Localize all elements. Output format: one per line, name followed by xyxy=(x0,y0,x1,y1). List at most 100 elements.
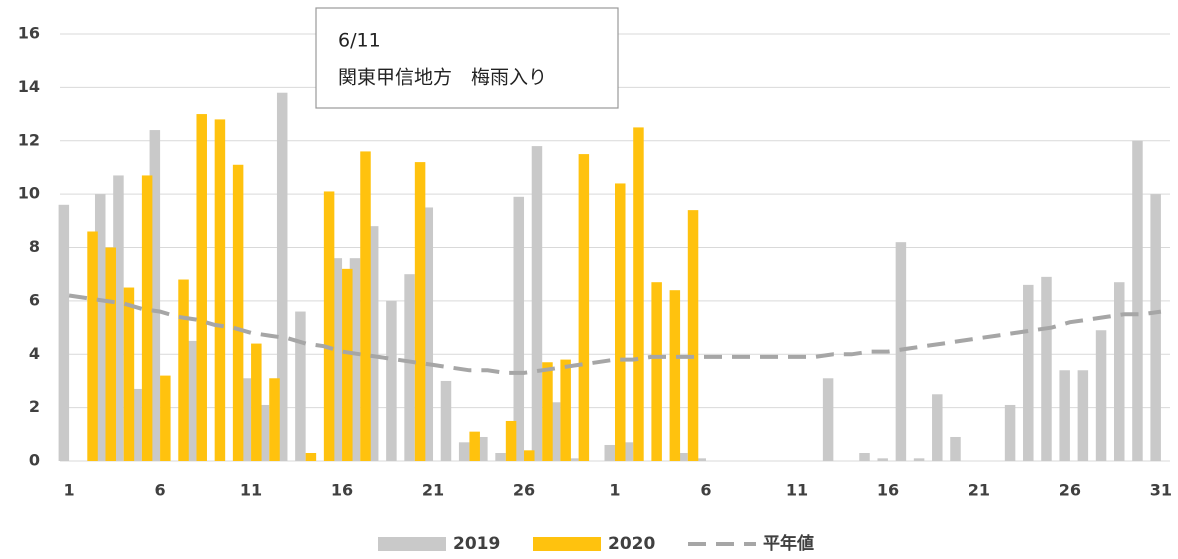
y-tick-label: 10 xyxy=(18,184,40,203)
bar xyxy=(342,268,353,461)
x-tick-label: 21 xyxy=(968,481,990,500)
bar xyxy=(113,175,124,461)
bar xyxy=(323,191,335,462)
annotation-box xyxy=(315,7,619,109)
y-tick-label: 2 xyxy=(29,397,40,416)
bar xyxy=(669,290,681,461)
bar xyxy=(367,226,379,461)
bar xyxy=(950,436,961,461)
bar xyxy=(349,258,361,461)
bar xyxy=(1077,370,1089,461)
bar xyxy=(1023,284,1034,461)
bar xyxy=(677,452,688,461)
x-tick-label: 31 xyxy=(1150,481,1172,500)
bar xyxy=(185,340,197,461)
bar xyxy=(305,452,317,461)
bar xyxy=(495,452,506,461)
bar xyxy=(240,378,252,461)
y-tick-label: 12 xyxy=(18,130,40,149)
bar xyxy=(568,458,579,461)
legend-label: 2020 xyxy=(608,534,655,554)
x-tick-label: 26 xyxy=(513,481,535,500)
bar xyxy=(276,92,288,462)
legend-label: 平年値 xyxy=(763,533,814,554)
bar xyxy=(422,207,434,461)
bar xyxy=(1095,330,1107,461)
bar xyxy=(105,247,116,461)
bar xyxy=(859,452,870,461)
bar xyxy=(141,175,153,461)
bar xyxy=(360,151,371,462)
bar xyxy=(414,162,426,461)
bar xyxy=(160,375,171,461)
annotation-date: 6/11 xyxy=(338,30,381,52)
y-tick-label: 16 xyxy=(18,24,40,43)
bar xyxy=(531,146,543,461)
bar xyxy=(1150,194,1161,461)
bar xyxy=(178,279,189,461)
y-tick-label: 4 xyxy=(29,344,40,363)
bar xyxy=(822,378,834,461)
bar xyxy=(196,114,207,461)
bar xyxy=(131,388,142,461)
bar xyxy=(560,359,571,461)
bar xyxy=(214,119,226,462)
bar xyxy=(651,282,662,461)
bar xyxy=(232,164,244,462)
bar xyxy=(87,231,98,461)
bar xyxy=(269,378,280,461)
bar xyxy=(578,154,590,461)
bar xyxy=(687,210,699,461)
bar xyxy=(622,442,634,461)
legend-swatch xyxy=(533,537,601,551)
bar xyxy=(404,274,415,461)
bar xyxy=(913,458,925,461)
bar xyxy=(1041,276,1052,461)
bar xyxy=(440,380,452,461)
annotation-text: 関東甲信地方 梅雨入り xyxy=(338,67,547,89)
x-tick-label: 11 xyxy=(786,481,808,500)
bar xyxy=(633,127,644,461)
y-tick-label: 8 xyxy=(29,237,40,256)
x-tick-label: 1 xyxy=(609,481,620,500)
legend-label: 2019 xyxy=(453,534,500,554)
bar xyxy=(604,444,615,461)
bar xyxy=(58,204,70,462)
x-tick-label: 26 xyxy=(1059,481,1081,500)
bar xyxy=(615,183,626,461)
bar xyxy=(149,130,161,461)
bar xyxy=(251,343,262,461)
x-tick-label: 16 xyxy=(331,481,353,500)
bar xyxy=(469,431,480,461)
bar xyxy=(1059,370,1070,461)
bar xyxy=(477,436,488,461)
x-tick-label: 11 xyxy=(240,481,262,500)
bar xyxy=(877,458,888,461)
bar xyxy=(549,402,561,461)
bar xyxy=(331,258,343,461)
bar xyxy=(695,458,706,461)
y-tick-label: 6 xyxy=(29,290,40,309)
y-tick-label: 14 xyxy=(18,77,40,96)
bar xyxy=(513,196,525,461)
bar xyxy=(505,420,517,461)
bar xyxy=(295,311,306,461)
bar xyxy=(123,287,135,461)
bar xyxy=(542,362,553,461)
bar xyxy=(1132,140,1143,461)
x-tick-label: 16 xyxy=(877,481,899,500)
bar xyxy=(524,450,535,461)
bar xyxy=(94,194,106,461)
x-tick-label: 21 xyxy=(422,481,444,500)
legend-swatch xyxy=(378,537,446,551)
bar xyxy=(386,300,397,461)
bar xyxy=(932,394,943,461)
y-tick-label: 0 xyxy=(29,451,40,470)
x-tick-label: 6 xyxy=(155,481,166,500)
x-tick-label: 1 xyxy=(64,481,75,500)
bar xyxy=(1114,282,1125,461)
x-tick-label: 6 xyxy=(700,481,711,500)
bar xyxy=(458,442,470,461)
